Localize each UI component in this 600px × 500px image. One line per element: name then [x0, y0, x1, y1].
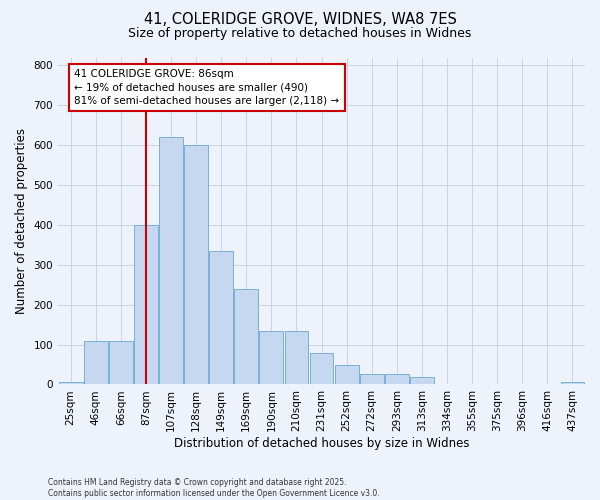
Bar [209, 251, 233, 384]
Bar [184, 145, 208, 384]
Text: Size of property relative to detached houses in Widnes: Size of property relative to detached ho… [128, 28, 472, 40]
Bar [410, 378, 434, 384]
Y-axis label: Number of detached properties: Number of detached properties [15, 128, 28, 314]
Bar [59, 382, 83, 384]
Bar [109, 340, 133, 384]
Bar [134, 225, 158, 384]
X-axis label: Distribution of detached houses by size in Widnes: Distribution of detached houses by size … [174, 437, 469, 450]
Bar [310, 352, 334, 384]
Bar [159, 137, 183, 384]
Text: 41, COLERIDGE GROVE, WIDNES, WA8 7ES: 41, COLERIDGE GROVE, WIDNES, WA8 7ES [143, 12, 457, 28]
Bar [84, 340, 107, 384]
Bar [335, 364, 359, 384]
Bar [360, 374, 383, 384]
Text: Contains HM Land Registry data © Crown copyright and database right 2025.
Contai: Contains HM Land Registry data © Crown c… [48, 478, 380, 498]
Bar [259, 330, 283, 384]
Bar [385, 374, 409, 384]
Text: 41 COLERIDGE GROVE: 86sqm
← 19% of detached houses are smaller (490)
81% of semi: 41 COLERIDGE GROVE: 86sqm ← 19% of detac… [74, 70, 340, 106]
Bar [284, 330, 308, 384]
Bar [235, 289, 258, 384]
Bar [560, 382, 584, 384]
